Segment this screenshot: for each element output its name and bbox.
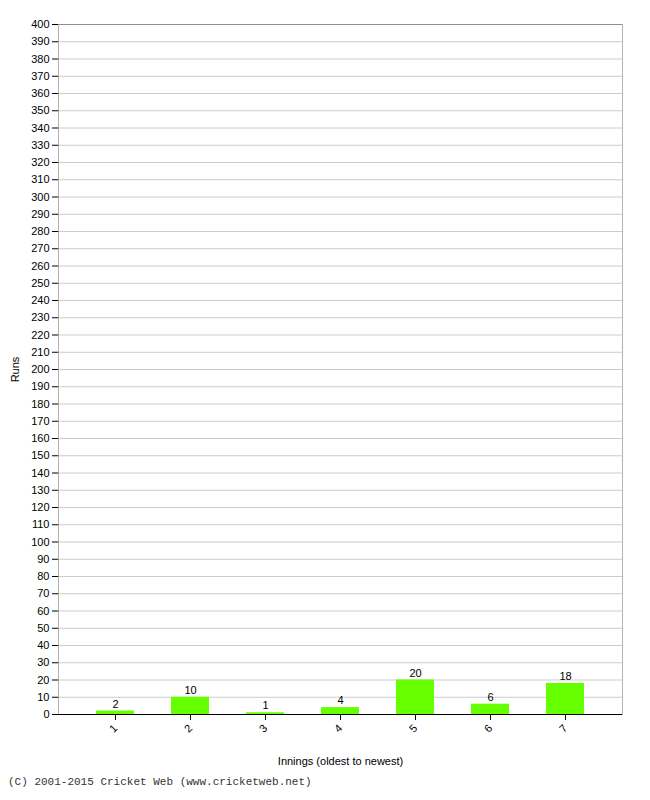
svg-text:140: 140 — [31, 467, 49, 479]
svg-text:310: 310 — [31, 173, 49, 185]
svg-text:3: 3 — [257, 722, 270, 735]
svg-text:0: 0 — [43, 708, 49, 720]
svg-text:300: 300 — [31, 191, 49, 203]
svg-text:20: 20 — [37, 674, 49, 686]
svg-text:320: 320 — [31, 156, 49, 168]
svg-text:4: 4 — [332, 722, 345, 735]
svg-text:5: 5 — [407, 722, 420, 735]
svg-text:160: 160 — [31, 432, 49, 444]
svg-text:110: 110 — [32, 518, 50, 530]
svg-text:150: 150 — [31, 449, 49, 461]
svg-text:250: 250 — [31, 277, 49, 289]
svg-text:30: 30 — [37, 656, 49, 668]
svg-text:10: 10 — [184, 684, 196, 696]
svg-text:70: 70 — [37, 587, 49, 599]
svg-text:390: 390 — [31, 35, 49, 47]
svg-text:180: 180 — [31, 398, 49, 410]
svg-text:10: 10 — [37, 691, 49, 703]
svg-text:40: 40 — [37, 639, 49, 651]
svg-text:290: 290 — [31, 208, 49, 220]
svg-text:340: 340 — [31, 122, 49, 134]
svg-text:18: 18 — [559, 670, 571, 682]
svg-text:6: 6 — [487, 691, 493, 703]
svg-text:370: 370 — [31, 70, 49, 82]
svg-text:20: 20 — [409, 667, 421, 679]
html-text:(C) 2001-2015 Cricket Web (www: (C) 2001-2015 Cricket Web (www.cricketwe… — [8, 776, 312, 788]
svg-text:6: 6 — [482, 722, 495, 735]
svg-text:350: 350 — [31, 104, 49, 116]
svg-text:210: 210 — [31, 346, 49, 358]
svg-text:230: 230 — [31, 311, 49, 323]
svg-text:170: 170 — [31, 415, 49, 427]
svg-text:4: 4 — [337, 694, 343, 706]
svg-text:60: 60 — [37, 605, 49, 617]
svg-text:Runs: Runs — [9, 356, 21, 382]
svg-text:200: 200 — [31, 363, 49, 375]
svg-text:Innings (oldest to newest): Innings (oldest to newest) — [278, 755, 403, 767]
svg-text:7: 7 — [557, 722, 570, 735]
svg-text:120: 120 — [31, 501, 49, 513]
svg-text:80: 80 — [37, 570, 49, 582]
svg-text:270: 270 — [31, 242, 49, 254]
svg-text:380: 380 — [31, 53, 49, 65]
svg-text:260: 260 — [31, 260, 49, 272]
svg-text:190: 190 — [31, 380, 49, 392]
svg-text:90: 90 — [37, 553, 49, 565]
svg-text:360: 360 — [31, 87, 49, 99]
svg-text:280: 280 — [31, 225, 49, 237]
svg-text:100: 100 — [31, 536, 49, 548]
svg-text:2: 2 — [182, 722, 195, 735]
svg-text:220: 220 — [31, 329, 49, 341]
svg-text:400: 400 — [31, 18, 49, 30]
svg-text:130: 130 — [31, 484, 49, 496]
svg-text:2: 2 — [112, 698, 118, 710]
svg-text:1: 1 — [262, 699, 268, 711]
svg-text:50: 50 — [37, 622, 49, 634]
svg-text:1: 1 — [107, 722, 120, 735]
svg-text:240: 240 — [31, 294, 49, 306]
svg-text:330: 330 — [31, 139, 49, 151]
